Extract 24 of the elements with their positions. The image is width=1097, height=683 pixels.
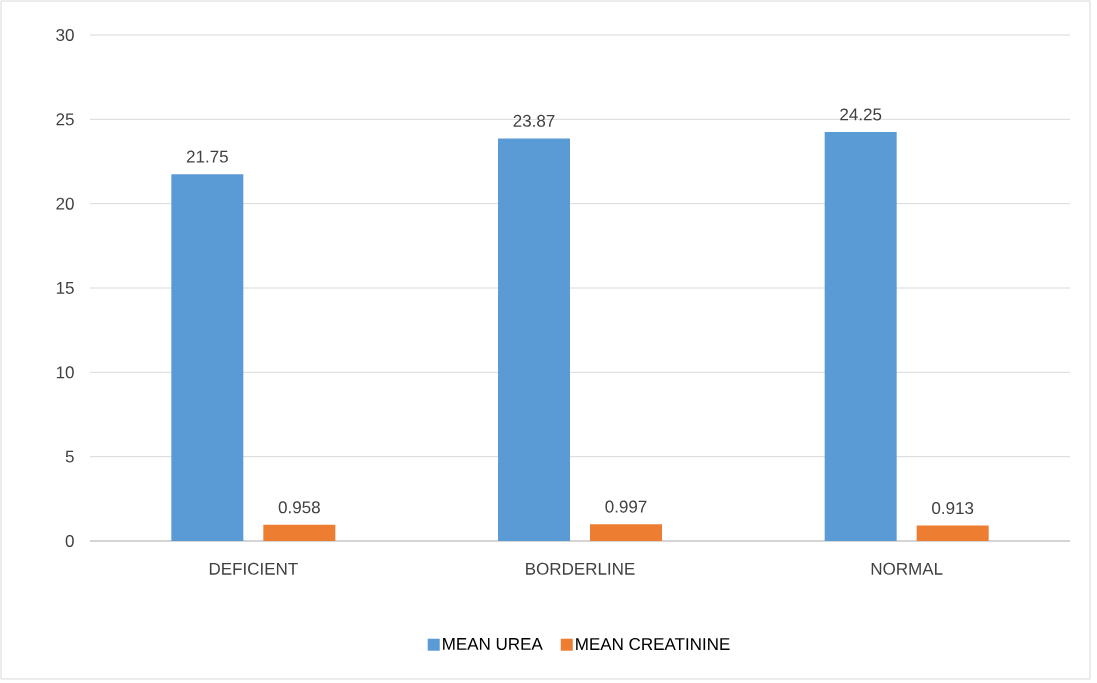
- x-tick-label: BORDERLINE: [526, 562, 635, 575]
- bar: [916, 525, 989, 541]
- data-label: 0.997: [605, 500, 647, 513]
- y-tick-label: 10: [56, 366, 74, 379]
- bar: [171, 174, 244, 541]
- data-label: 0.958: [278, 501, 320, 514]
- bar: [590, 524, 663, 541]
- y-tick-label: 15: [56, 282, 74, 294]
- bar: [824, 131, 897, 541]
- x-tick-label: NORMAL: [871, 562, 943, 575]
- data-label: 23.87: [513, 114, 555, 127]
- y-tick-label: 25: [56, 113, 74, 126]
- bar: [498, 138, 571, 541]
- bar: [263, 524, 336, 541]
- data-label: 0.913: [932, 502, 974, 515]
- data-label: 21.75: [186, 150, 228, 163]
- legend-label: MEAN CREATININE: [576, 638, 730, 651]
- x-tick-label: DEFICIENT: [209, 562, 298, 575]
- y-tick-label: 5: [65, 450, 74, 463]
- data-label: 24.25: [840, 108, 882, 121]
- y-tick-label: 20: [56, 197, 74, 210]
- y-tick-label: 0: [65, 534, 74, 548]
- y-tick-label: 30: [56, 28, 74, 42]
- legend-label: MEAN UREA: [443, 638, 543, 650]
